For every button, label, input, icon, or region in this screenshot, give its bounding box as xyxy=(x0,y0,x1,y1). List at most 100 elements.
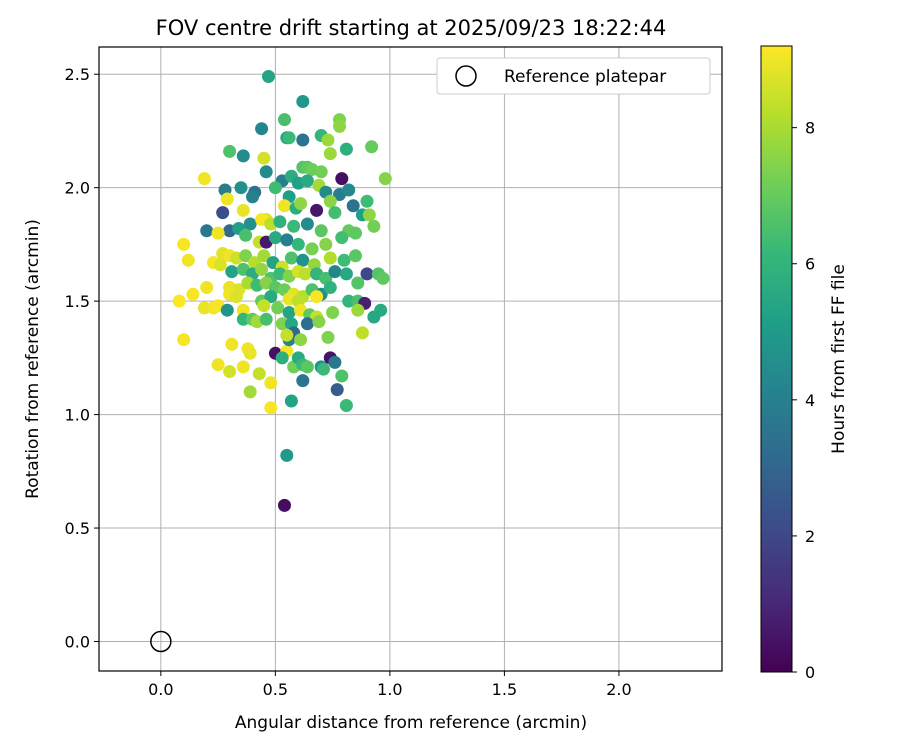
data-point xyxy=(362,208,376,222)
data-point xyxy=(211,226,225,240)
reference-point xyxy=(150,630,172,653)
data-point xyxy=(346,199,360,213)
data-point xyxy=(296,253,310,267)
data-point xyxy=(310,203,324,217)
data-point xyxy=(339,399,353,412)
data-point xyxy=(323,147,337,161)
data-point xyxy=(271,301,285,315)
data-point xyxy=(284,251,298,265)
data-point xyxy=(296,374,310,388)
x-axis-label: Angular distance from reference (arcmin) xyxy=(235,713,587,733)
data-point xyxy=(323,194,337,208)
data-point xyxy=(243,385,257,399)
data-point xyxy=(268,181,282,195)
x-tick-label: 0.5 xyxy=(263,680,288,699)
data-point xyxy=(200,281,214,294)
data-point xyxy=(243,346,257,360)
data-point xyxy=(239,249,253,263)
data-point xyxy=(335,172,349,186)
data-point xyxy=(236,303,250,317)
colorbar-ticks: 0 2 4 6 8 xyxy=(792,119,815,682)
legend-label: Reference platepar xyxy=(504,67,666,87)
data-point xyxy=(300,174,314,188)
data-point xyxy=(236,203,250,217)
data-point xyxy=(255,122,269,136)
data-point xyxy=(216,206,230,220)
data-point xyxy=(200,224,214,238)
data-point xyxy=(360,267,374,281)
data-point xyxy=(280,448,294,462)
data-point xyxy=(310,290,324,304)
data-point xyxy=(280,328,294,342)
data-point xyxy=(234,181,248,195)
data-point xyxy=(255,262,269,276)
data-point xyxy=(280,233,294,247)
data-point xyxy=(282,131,296,145)
data-point xyxy=(294,197,308,211)
data-point xyxy=(298,267,312,281)
data-point xyxy=(330,383,344,397)
x-tick-label: 2.0 xyxy=(606,680,631,699)
data-point xyxy=(305,242,319,256)
data-point xyxy=(367,310,381,324)
data-point xyxy=(342,183,356,197)
data-point xyxy=(335,369,349,383)
data-point xyxy=(177,333,191,347)
data-point xyxy=(268,231,282,245)
data-point xyxy=(323,281,337,294)
data-point xyxy=(236,360,250,374)
y-axis-label: Rotation from reference (arcmin) xyxy=(23,219,43,499)
data-point xyxy=(296,133,310,147)
legend-box xyxy=(436,57,711,95)
data-point xyxy=(351,303,365,317)
data-point xyxy=(300,317,314,331)
data-point xyxy=(349,249,362,263)
colorbar-tick-label: 0 xyxy=(805,663,815,682)
y-tick-label: 2.5 xyxy=(65,65,90,84)
colorbar-tick-label: 8 xyxy=(805,119,815,138)
data-point xyxy=(328,355,342,369)
data-point xyxy=(328,206,342,220)
data-point xyxy=(284,394,298,408)
data-point xyxy=(365,140,379,154)
data-point xyxy=(337,253,351,267)
y-tick-label: 1.5 xyxy=(65,292,90,311)
data-point xyxy=(220,192,234,206)
data-point xyxy=(300,217,314,231)
data-point xyxy=(323,251,337,265)
data-point xyxy=(328,265,342,279)
data-point xyxy=(333,119,346,133)
data-point xyxy=(252,367,266,381)
data-point xyxy=(220,303,234,317)
data-point xyxy=(259,165,273,179)
data-point xyxy=(236,149,250,163)
data-point xyxy=(314,224,328,238)
data-point xyxy=(351,276,365,290)
data-point xyxy=(321,330,335,344)
data-point xyxy=(294,333,308,347)
colorbar-label: Hours from first FF file xyxy=(829,264,849,454)
data-point xyxy=(278,113,291,127)
data-point xyxy=(339,142,353,156)
plot-frame xyxy=(98,46,723,672)
colorbar-tick-label: 4 xyxy=(805,391,815,410)
data-point xyxy=(339,267,353,281)
data-point xyxy=(225,265,239,279)
data-point xyxy=(326,306,340,319)
data-point xyxy=(236,312,250,326)
x-tick-label: 1.5 xyxy=(492,680,517,699)
colorbar-gradient xyxy=(760,45,793,673)
data-point xyxy=(257,151,271,165)
data-point xyxy=(257,299,271,313)
y-tick-label: 1.0 xyxy=(65,406,90,425)
data-point xyxy=(349,226,362,240)
data-point xyxy=(211,358,225,372)
data-point xyxy=(376,271,390,285)
data-point xyxy=(213,258,227,272)
colorbar: 0 2 4 6 8 Hours from first FF file xyxy=(760,45,849,682)
data-point xyxy=(278,498,291,512)
data-point xyxy=(262,70,275,83)
data-point xyxy=(312,315,326,329)
data-point xyxy=(287,219,301,233)
